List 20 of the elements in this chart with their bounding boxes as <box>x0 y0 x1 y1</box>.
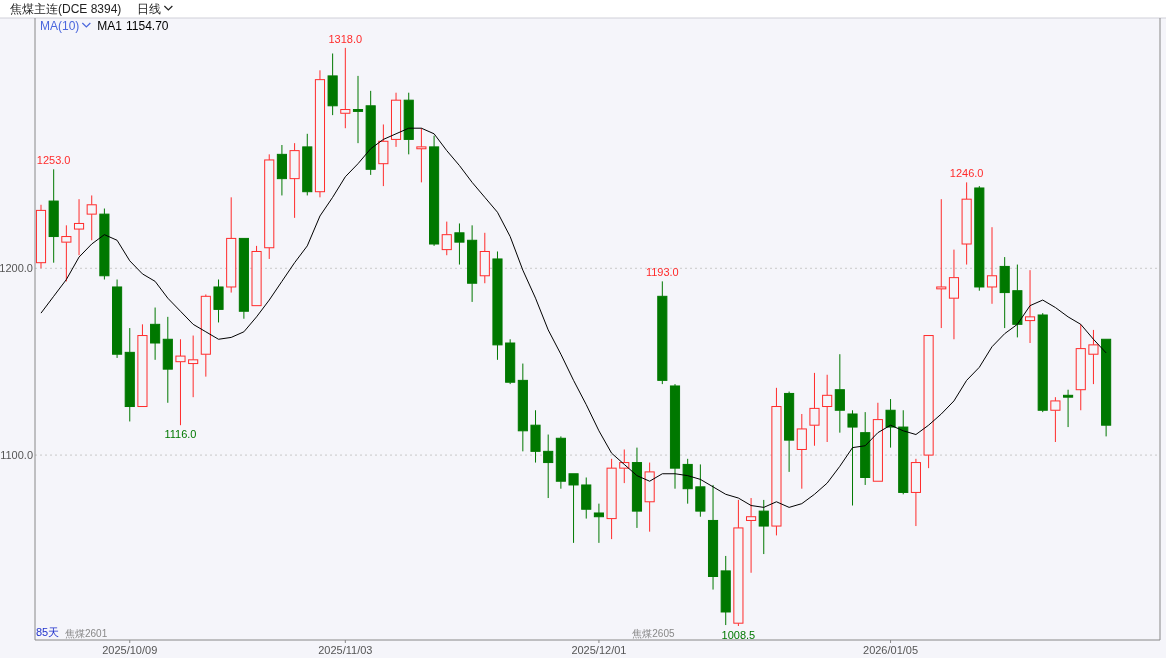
annotation: 1246.0 <box>949 167 984 180</box>
chart-title: 焦煤主连(DCE 8394) <box>10 2 122 16</box>
annotation: 1154.70 <box>126 19 169 33</box>
annotation: 1116.0 <box>164 428 197 441</box>
x-tick-label: 2025/11/03 <box>318 644 373 656</box>
x-tick-label: 2025/10/09 <box>102 644 158 656</box>
chart-subtitle: 日线 <box>137 2 162 16</box>
annotation: 85天 <box>36 626 60 638</box>
y-tick-label: 1200.0 <box>0 262 33 275</box>
y-tick-label: 1100.0 <box>0 449 33 462</box>
legend-title: MA(10) <box>40 19 80 33</box>
annotation: 焦煤2601 <box>65 628 108 639</box>
annotation: 1193.0 <box>645 266 679 279</box>
x-tick-label: 2025/12/01 <box>571 644 627 656</box>
annotation: 1318.0 <box>328 32 363 45</box>
annotation: 1008.5 <box>721 628 756 641</box>
text: MA1 <box>97 19 123 33</box>
annotation: 焦煤2605 <box>632 628 675 639</box>
x-tick-label: 2026/01/05 <box>863 644 919 656</box>
annotation: 1253.0 <box>36 154 71 167</box>
